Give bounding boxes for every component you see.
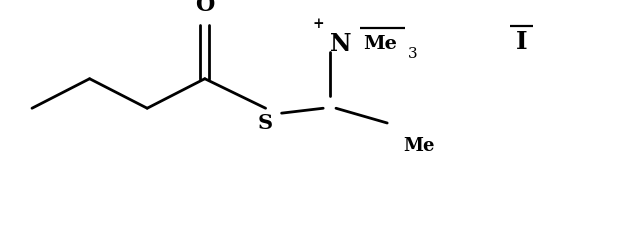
Text: 3: 3: [408, 47, 417, 61]
Text: O: O: [195, 0, 214, 16]
Text: I: I: [516, 30, 527, 54]
Text: Me: Me: [363, 35, 397, 53]
Text: S: S: [258, 113, 273, 133]
Text: Me: Me: [403, 137, 435, 154]
Text: +: +: [312, 17, 324, 31]
Text: N: N: [330, 32, 351, 56]
